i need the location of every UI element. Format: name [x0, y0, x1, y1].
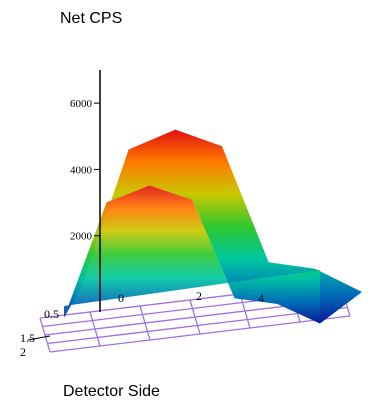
base-axis: 0.50 2 41.52 — [20, 289, 264, 359]
surface — [64, 129, 362, 324]
z-tick-label: 6000 — [70, 98, 93, 110]
base-axis-line — [27, 335, 51, 341]
z-tick-label: 2000 — [70, 231, 93, 243]
floor-grid-line — [47, 306, 348, 345]
z-axis: 6000 4000 2000 — [70, 70, 101, 312]
floor-grid-line — [49, 315, 351, 353]
base-tick-label: 2 — [196, 289, 202, 303]
floor-grid — [39, 281, 351, 353]
base-tick-label: 1.5 — [20, 331, 35, 345]
base-tick-label: 4 — [258, 291, 264, 305]
base-tick-label: 0.5 — [44, 307, 59, 321]
base-tick-label: 2 — [20, 345, 26, 359]
x-axis-label: Detector Side — [63, 383, 160, 400]
base-tick-label: 0 — [118, 291, 124, 305]
z-tick-label: 4000 — [70, 164, 93, 176]
surface-front-face — [64, 185, 320, 324]
chart-title: Net CPS — [60, 10, 123, 27]
